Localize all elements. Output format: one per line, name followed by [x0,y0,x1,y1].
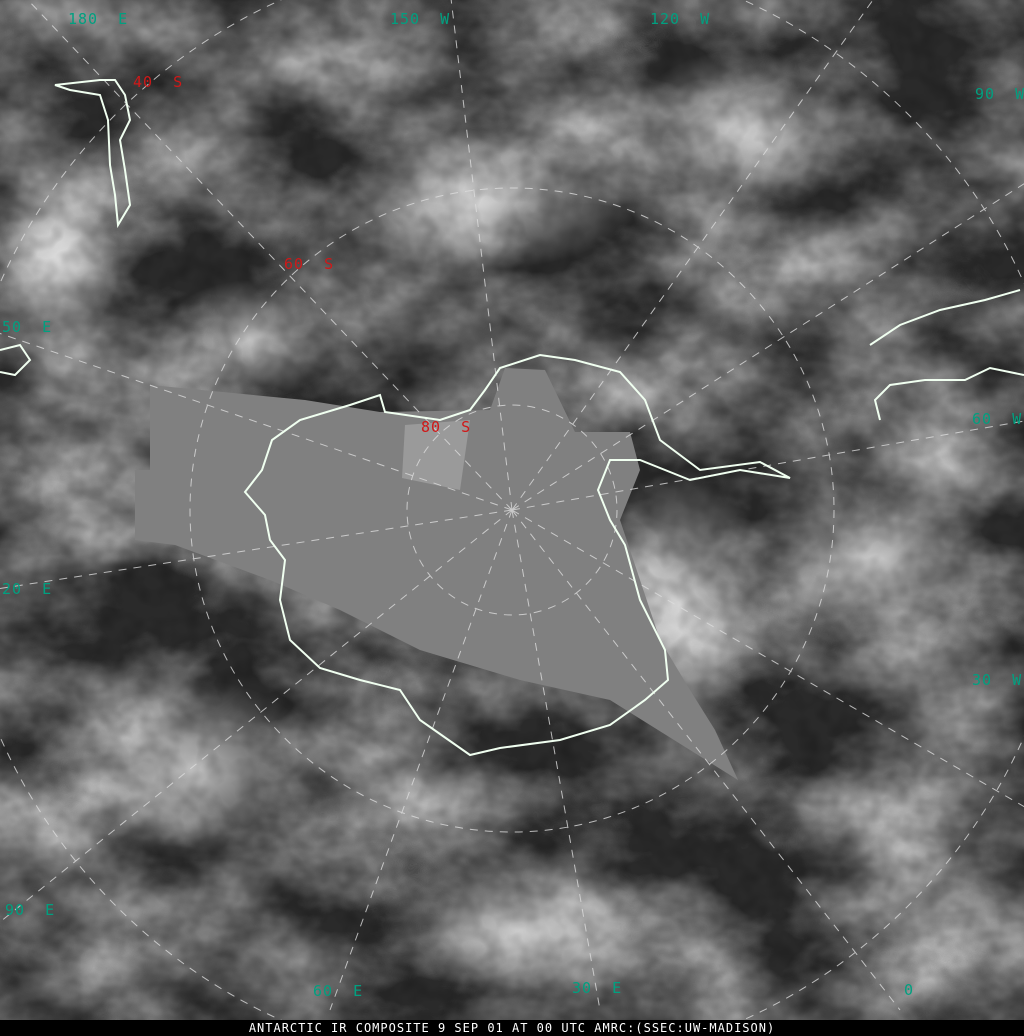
longitude-label-90e: 90 E [5,901,56,919]
latitude-circle-60s [189,187,835,833]
longitude-label-180e: 180 E [68,10,129,28]
longitude-label-90w: 90 W [975,85,1024,103]
image-caption: ANTARCTIC IR COMPOSITE 9 SEP 01 AT 00 UT… [0,1020,1024,1036]
longitude-label-60e: 60 E [313,982,364,1000]
longitude-label-30e: 30 E [572,979,623,997]
new-zealand-coastline [54,79,132,229]
coastlines [0,79,1024,757]
longitude-label-0: 0 [904,981,915,999]
longitude-label-60w: 60 W [972,410,1023,428]
latitude-label-80s: 80 S [421,418,472,436]
latitude-label-60s: 60 S [284,255,335,273]
longitude-label-120w: 120 W [650,10,711,28]
longitude-label-150e: 150 E [0,318,53,336]
longitude-label-120e: 120 E [0,580,53,598]
antarctica-coastline [243,353,791,757]
latitude-circle-80s [406,404,618,616]
longitude-label-30w: 30 W [972,671,1023,689]
africa-coastline [0,343,32,377]
south-america-coastline [869,289,1024,421]
longitude-label-150w: 150 W [390,10,451,28]
missing-data-region [135,368,738,780]
latitude-label-40s: 40 S [133,73,184,91]
